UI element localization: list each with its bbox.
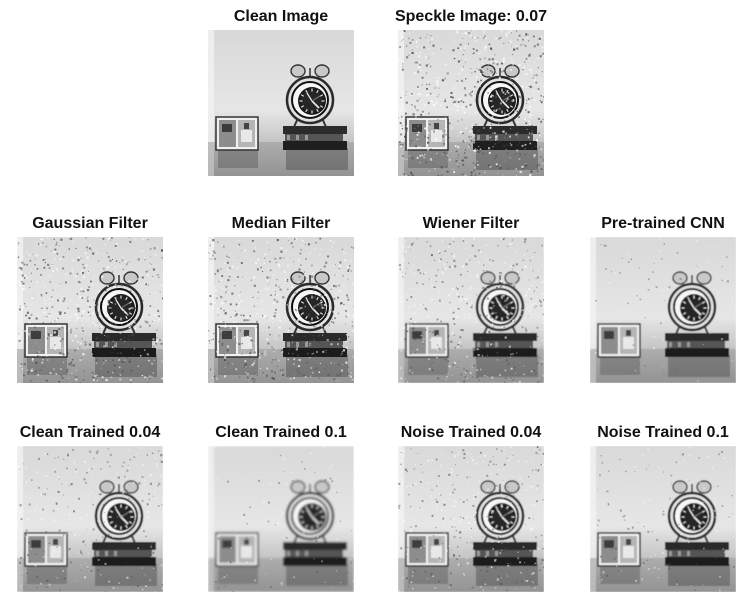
median-filter-image: [208, 237, 354, 383]
speckle-image: [398, 30, 544, 176]
panel-title: Pre-trained CNN: [550, 215, 747, 233]
pretrained-cnn-image: [590, 237, 736, 383]
noise-trained-01-image: [590, 446, 736, 592]
noise-trained-004-image: [398, 446, 544, 592]
wiener-filter-image: [398, 237, 544, 383]
panel-title: Speckle Image: 0.07: [358, 8, 584, 26]
gaussian-filter-image: [17, 237, 163, 383]
clean-image: [208, 30, 354, 176]
clean-trained-01-image: [208, 446, 354, 592]
panel-title: Noise Trained 0.1: [550, 424, 747, 442]
clean-trained-004-image: [17, 446, 163, 592]
